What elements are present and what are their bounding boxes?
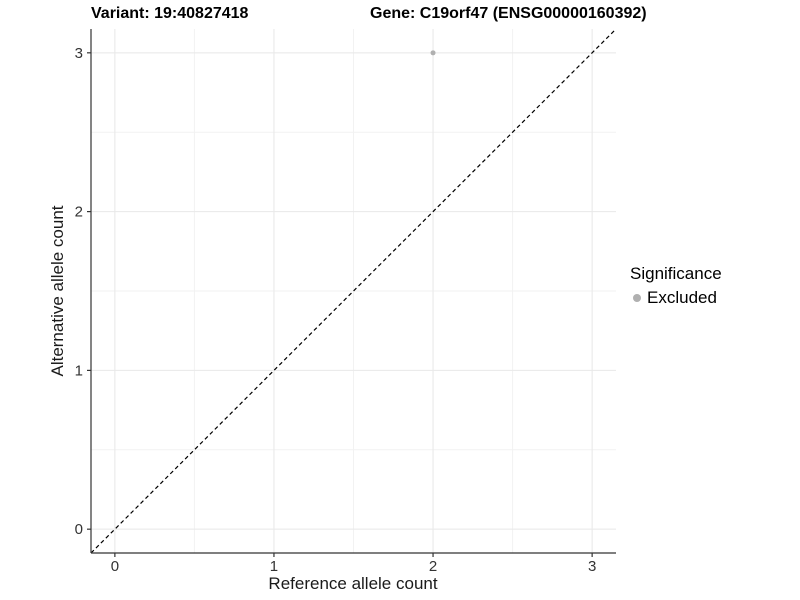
legend: Significance Excluded bbox=[630, 264, 722, 308]
x-tick-label: 0 bbox=[111, 558, 119, 575]
legend-item-label: Excluded bbox=[647, 288, 717, 307]
title-gene: Gene: C19orf47 (ENSG00000160392) bbox=[370, 5, 647, 22]
y-axis-title: Alternative allele count bbox=[48, 205, 67, 377]
legend-item-excluded: Excluded bbox=[630, 288, 722, 308]
x-tick-label: 1 bbox=[270, 558, 278, 575]
title-variant: Variant: 19:40827418 bbox=[91, 5, 249, 22]
legend-title: Significance bbox=[630, 264, 722, 283]
x-tick-label: 3 bbox=[588, 558, 596, 575]
identity-dashed-line bbox=[90, 28, 617, 554]
x-axis-title: Reference allele count bbox=[268, 574, 438, 593]
y-tick-label: 2 bbox=[75, 204, 83, 221]
data-point bbox=[430, 50, 436, 56]
x-tick-label: 2 bbox=[429, 558, 437, 575]
y-tick-label: 1 bbox=[75, 362, 83, 379]
y-tick-label: 3 bbox=[75, 45, 83, 62]
y-tick-label: 0 bbox=[75, 521, 83, 538]
legend-excluded-dot-icon bbox=[633, 294, 641, 302]
